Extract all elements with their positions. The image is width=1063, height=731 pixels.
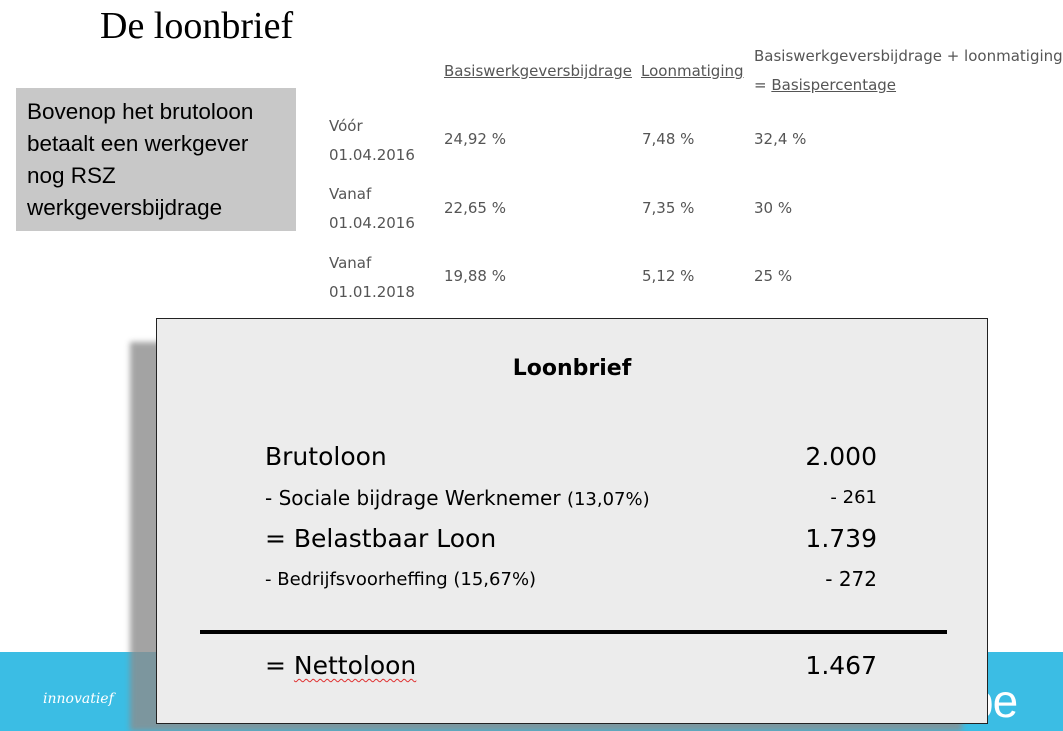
- table-cell-total: 25 %: [754, 267, 793, 285]
- header-loonmatiging[interactable]: Loonmatiging: [641, 62, 744, 80]
- payslip-title: Loonbrief: [512, 356, 632, 381]
- header-combined: Basiswerkgeversbijdrage + loonmatiging: [754, 47, 1063, 65]
- net-prefix: =: [265, 651, 294, 680]
- table-row-period: Vanaf 01.01.2018: [329, 249, 415, 307]
- footer-tagline: innovatief: [43, 691, 114, 707]
- net-label-text: Nettoloon: [293, 651, 417, 680]
- table-row-period: Vóór 01.04.2016: [329, 112, 415, 170]
- social-rate: (13,07%): [566, 489, 650, 510]
- table-cell-moderation: 7,35 %: [642, 199, 695, 217]
- header-basispercentage: = Basispercentage: [754, 76, 896, 94]
- taxable-value: 1.739: [805, 524, 877, 553]
- net-value: 1.467: [805, 651, 877, 680]
- total-divider: [200, 630, 947, 634]
- period-line1: Vanaf: [329, 185, 372, 203]
- table-cell-base: 19,88 %: [444, 267, 506, 285]
- social-label-text: - Sociale bijdrage Werknemer: [265, 486, 561, 510]
- gross-value: 2.000: [805, 442, 877, 471]
- table-cell-total: 32,4 %: [754, 130, 807, 148]
- table-cell-total: 30 %: [754, 199, 793, 217]
- period-line2: 01.01.2018: [329, 283, 415, 301]
- social-contribution-value: - 261: [830, 487, 877, 508]
- table-cell-base: 24,92 %: [444, 130, 506, 148]
- period-line1: Vóór: [329, 117, 363, 135]
- withholding-label: - Bedrijfsvoorheffing (15,67%): [265, 569, 537, 590]
- period-line2: 01.04.2016: [329, 146, 415, 164]
- period-line1: Vanaf: [329, 254, 372, 272]
- payslip-box: Loonbrief Brutoloon 2.000 - Sociale bijd…: [156, 318, 988, 724]
- header-basiswerkgeversbijdrage[interactable]: Basiswerkgeversbijdrage: [444, 62, 632, 80]
- withholding-value: - 272: [825, 567, 877, 591]
- table-cell-moderation: 7,48 %: [642, 130, 695, 148]
- header-prefix: =: [754, 76, 772, 94]
- table-cell-moderation: 5,12 %: [642, 267, 695, 285]
- taxable-label: = Belastbaar Loon: [265, 524, 497, 553]
- gross-label: Brutoloon: [265, 442, 387, 471]
- table-cell-base: 22,65 %: [444, 199, 506, 217]
- table-row-period: Vanaf 01.04.2016: [329, 180, 415, 238]
- info-note: Bovenop het brutoloon betaalt een werkge…: [16, 88, 296, 231]
- period-line2: 01.04.2016: [329, 214, 415, 232]
- basispercentage-link[interactable]: Basispercentage: [771, 76, 897, 94]
- slide-title: De loonbrief: [100, 5, 294, 47]
- social-contribution-label: - Sociale bijdrage Werknemer (13,07%): [265, 486, 650, 510]
- net-label: = Nettoloon: [265, 651, 416, 680]
